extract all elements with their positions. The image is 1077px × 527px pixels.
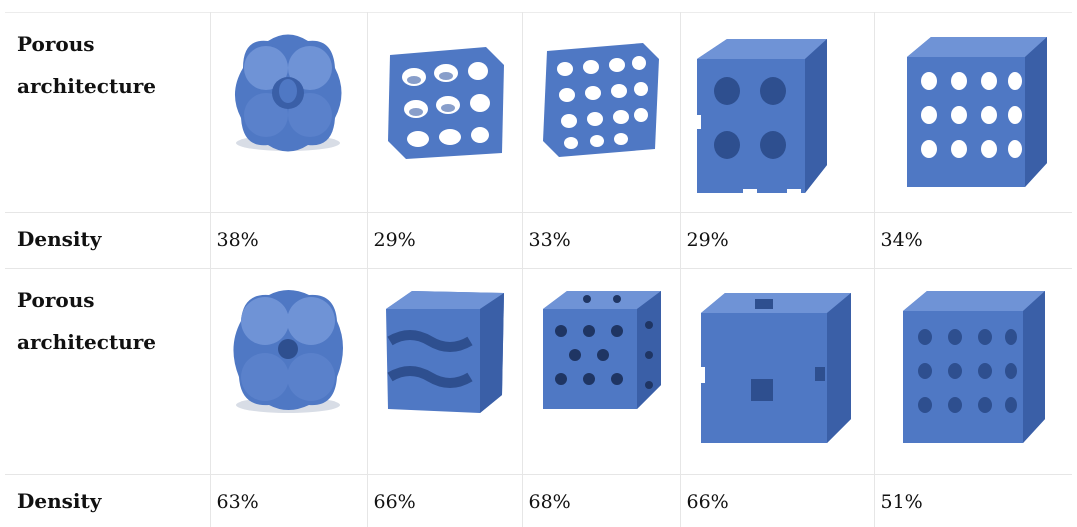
density-value: 38% bbox=[216, 229, 259, 251]
gyroid-sheet-33-icon bbox=[542, 43, 659, 157]
density-value: 33% bbox=[528, 229, 571, 251]
cubic-lattice-29-icon bbox=[692, 39, 827, 197]
gyroid-63-icon bbox=[232, 290, 343, 413]
porous-architecture-table: Porous architecture bbox=[5, 12, 1072, 527]
density-value: 63% bbox=[216, 491, 259, 513]
cubic-lattice-34-icon bbox=[906, 37, 1047, 187]
table-row: Porous architecture bbox=[5, 268, 1072, 475]
gyroid-sheet-29-icon bbox=[387, 47, 504, 159]
density-value: 29% bbox=[686, 229, 729, 251]
cubic-lattice-51-icon bbox=[902, 291, 1045, 443]
row-label-density: Density bbox=[17, 227, 102, 251]
gyroid-38-icon bbox=[234, 34, 341, 152]
density-value: 68% bbox=[528, 491, 571, 513]
row-label-density: Density bbox=[17, 489, 102, 513]
gyroid-sheet-66-icon bbox=[385, 291, 504, 413]
cubic-lattice-66-icon bbox=[696, 293, 851, 443]
row-label-porous-architecture: Porous architecture bbox=[17, 288, 156, 354]
table-row: Porous architecture bbox=[5, 12, 1072, 213]
density-value: 66% bbox=[686, 491, 729, 513]
table-row: Density 63% 66% 68% 66% 51% bbox=[5, 474, 1072, 527]
density-value: 34% bbox=[880, 229, 923, 251]
perforated-cube-68-icon bbox=[542, 291, 661, 409]
density-value: 51% bbox=[880, 491, 923, 513]
density-value: 66% bbox=[373, 491, 416, 513]
table-row: Density 38% 29% 33% 29% 34% bbox=[5, 212, 1072, 269]
density-value: 29% bbox=[373, 229, 416, 251]
row-label-porous-architecture: Porous architecture bbox=[17, 32, 156, 98]
